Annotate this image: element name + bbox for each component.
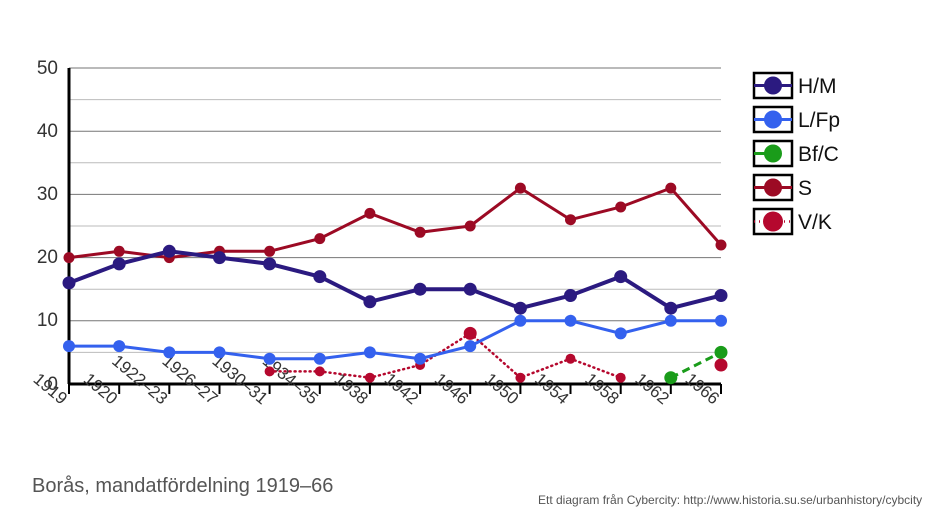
svg-text:1942: 1942 [381,369,422,408]
svg-text:1930–31: 1930–31 [209,351,272,408]
svg-text:1920: 1920 [80,369,121,408]
svg-text:1946: 1946 [431,369,472,408]
svg-text:1966: 1966 [682,369,723,408]
svg-text:1926–27: 1926–27 [159,351,222,408]
svg-text:1922–23: 1922–23 [108,351,171,408]
svg-text:1954: 1954 [531,369,572,408]
